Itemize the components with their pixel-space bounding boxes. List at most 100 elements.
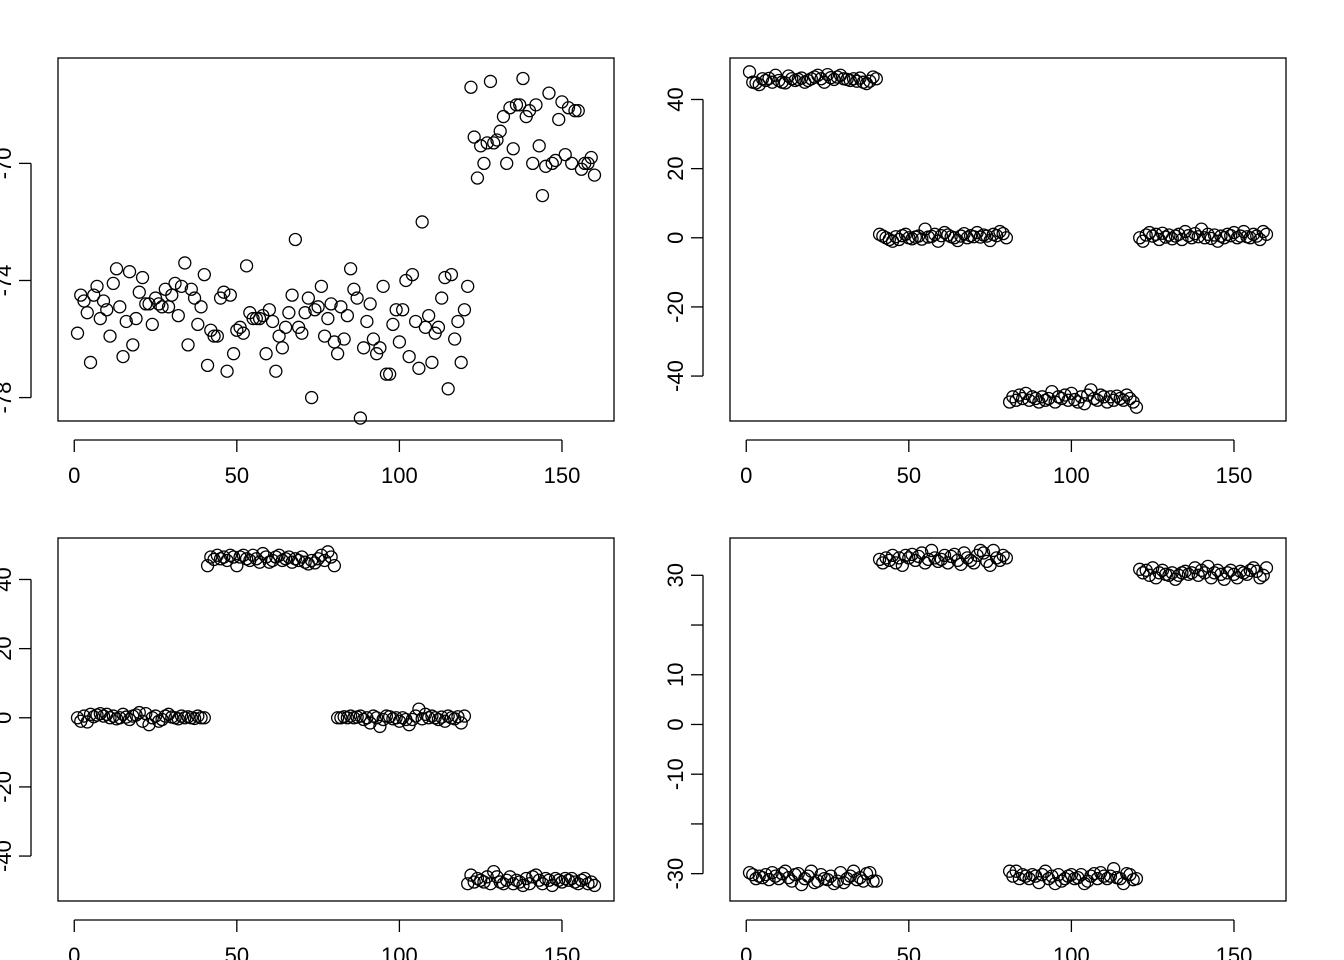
data-point [1172,568,1186,582]
data-point [921,552,935,567]
data-point [90,279,104,293]
data-point [1224,563,1238,577]
data-point [1123,391,1137,406]
data-point [217,550,231,564]
data-point [106,709,120,723]
data-point [814,72,828,86]
data-point [1022,393,1036,407]
data-point [448,332,462,346]
y-tick-label: 20 [663,156,688,180]
x-tick-label: 50 [225,943,249,960]
data-point [80,306,94,320]
data-point [568,104,582,118]
data-point [217,285,231,299]
data-point [830,874,844,888]
data-point [363,297,377,311]
data-point [915,232,929,246]
data-point [529,98,543,112]
data-point [928,551,942,565]
data-point [1165,232,1179,246]
data-point [989,229,1004,243]
data-point [513,98,527,112]
data-point [337,332,351,346]
data-point [265,314,280,329]
data-point [1194,563,1209,577]
data-point [571,104,585,118]
data-point [87,288,101,302]
data-point [392,714,407,728]
y-tick-label: 10 [663,663,688,687]
data-point [1246,561,1261,575]
data-point [762,872,776,887]
data-point [973,230,988,244]
data-point [285,288,299,302]
data-point [976,546,991,560]
data-point [1175,232,1189,247]
data-point [1100,871,1114,886]
y-tick-label: -74 [0,265,16,297]
data-point [885,548,900,563]
data-point [191,317,205,332]
data-point [941,556,955,570]
data-point [230,323,244,337]
data-point [106,276,120,291]
data-point [1142,568,1157,582]
data-point [558,147,572,162]
data-point [324,297,338,311]
data-point [513,875,527,889]
data-point [552,112,566,127]
data-point [785,874,799,888]
data-point [389,711,403,725]
data-point [288,232,303,247]
y-tick-label: 40 [663,87,688,111]
data-point [856,874,870,888]
data-point [230,559,244,573]
data-point [304,390,319,405]
data-point [506,877,520,891]
data-point [171,712,185,726]
data-point [1041,391,1056,406]
data-point [350,291,364,305]
data-point [506,142,520,156]
data-point [314,279,329,293]
data-point [555,875,569,889]
data-point [415,712,429,726]
data-point [1019,869,1033,883]
y-tick-label: -20 [0,771,16,803]
data-point [113,711,127,725]
x-tick-label: 150 [1216,463,1253,488]
data-point [415,215,429,229]
data-point [1103,869,1118,883]
data-point [168,276,182,291]
data-point [457,303,472,317]
data-point [762,71,776,86]
data-point [409,314,423,329]
y-tick-label: 30 [663,563,688,587]
data-point [996,226,1010,241]
data-point [396,303,410,317]
plot-frame [729,537,1287,902]
data-point [1162,568,1176,582]
data-point [207,552,221,567]
data-point [246,311,260,326]
data-point [863,866,877,880]
data-point [587,878,602,893]
data-point [194,711,208,725]
y-tick-label: 0 [0,712,16,724]
data-point [1064,867,1079,882]
data-point [846,72,861,86]
data-point [376,712,390,727]
data-point [996,548,1010,563]
data-point [197,267,211,282]
data-point [973,543,988,558]
data-point [908,553,922,568]
data-point [765,75,779,89]
y-tick-label: -20 [663,291,688,323]
data-point [464,80,478,94]
data-point [369,711,384,725]
data-point [272,329,286,343]
data-point [850,872,864,887]
y-tick-label: 40 [0,567,16,591]
data-point [980,554,994,569]
data-point [827,72,841,87]
